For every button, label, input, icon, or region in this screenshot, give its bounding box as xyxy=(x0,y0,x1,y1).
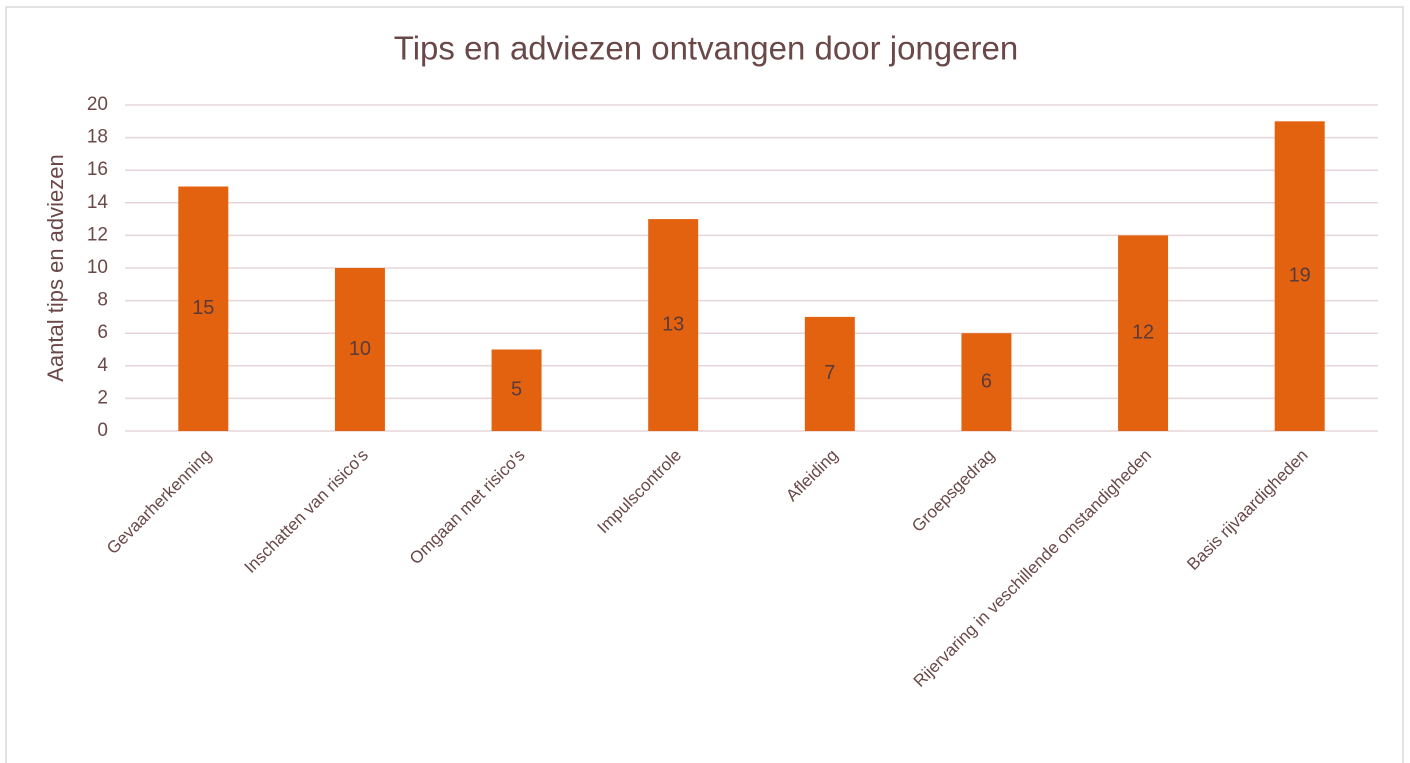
bar xyxy=(1274,121,1325,432)
chart-border xyxy=(5,6,1404,763)
y-tick-label: 10 xyxy=(87,257,108,278)
data-label: 15 xyxy=(192,297,214,319)
data-label: 19 xyxy=(1289,264,1311,286)
bar xyxy=(804,316,855,431)
y-tick-label: 20 xyxy=(87,94,108,115)
data-label: 12 xyxy=(1132,321,1154,343)
y-tick-label: 4 xyxy=(97,355,108,376)
y-tick-label: 14 xyxy=(87,192,109,213)
y-axis-label: Aantal tips en adviezen xyxy=(43,154,68,382)
chart-title: Tips en adviezen ontvangen door jongeren xyxy=(394,30,1018,67)
y-tick-label: 16 xyxy=(87,159,108,180)
y-tick-label: 0 xyxy=(97,420,108,441)
y-tick-label: 12 xyxy=(87,224,108,245)
data-label: 5 xyxy=(511,379,522,401)
y-tick-label: 6 xyxy=(97,322,108,343)
data-label: 10 xyxy=(349,338,371,360)
bar xyxy=(648,219,699,431)
bar xyxy=(961,333,1012,431)
bar xyxy=(178,186,229,431)
bar xyxy=(1118,235,1169,431)
data-label: 6 xyxy=(981,370,992,392)
y-tick-label: 2 xyxy=(97,387,108,408)
bar xyxy=(491,349,542,431)
y-tick-label: 18 xyxy=(87,127,108,148)
data-label: 13 xyxy=(662,313,684,335)
data-label: 7 xyxy=(824,362,835,384)
y-tick-label: 8 xyxy=(97,290,108,311)
bar xyxy=(334,268,385,431)
